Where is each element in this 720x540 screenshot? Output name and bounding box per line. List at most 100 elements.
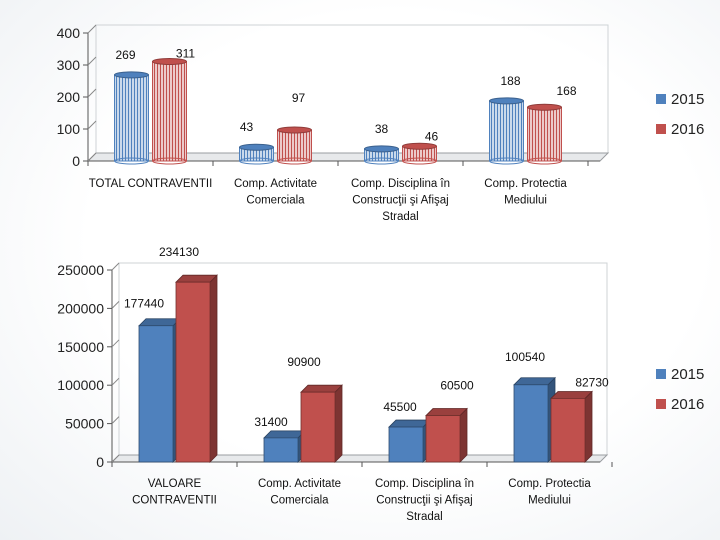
bar-base [527, 157, 562, 165]
y-tick-label: 400 [57, 25, 81, 41]
data-label-2015: 45500 [383, 400, 417, 414]
y-gridline-diag [111, 377, 120, 386]
bar-top [175, 274, 218, 283]
category-label-line: Comp. Disciplina în [351, 178, 450, 190]
bar-top [425, 408, 468, 416]
data-label-2015: 43 [240, 120, 254, 134]
bar-top [138, 318, 181, 327]
y-tick-label: 300 [57, 57, 81, 73]
data-label-2015: 100540 [505, 350, 545, 364]
bar-2016-3 [402, 142, 437, 165]
y-gridline-diag [111, 301, 120, 309]
legend-label-2016: 2016 [671, 396, 704, 413]
y-tick-label: 100 [57, 121, 81, 137]
bar-top [263, 430, 306, 439]
bar-cap [527, 103, 562, 111]
bar-cap [114, 71, 149, 79]
data-label-2016: 97 [292, 91, 306, 105]
data-label-2015: 31400 [254, 415, 288, 429]
bar-top [388, 419, 431, 428]
bar-2015-2 [263, 429, 306, 463]
bar-2016-3 [425, 407, 468, 463]
bar-cap [239, 143, 274, 151]
bar-2015-1 [114, 71, 149, 165]
bar-2015-3 [364, 145, 399, 165]
bar-base [239, 157, 274, 165]
data-label-2015: 177440 [124, 297, 164, 311]
data-label-2016: 234130 [159, 245, 199, 259]
y-gridline-diag [111, 262, 120, 271]
bar-cap [277, 126, 312, 134]
bar-base [277, 157, 312, 165]
y-gridline-diag [87, 88, 97, 98]
y-tick-label: 0 [72, 153, 80, 169]
bar-base [489, 157, 524, 165]
category-label: Comp. Activitate Comerciala [258, 478, 341, 507]
y-gridline-diag [87, 120, 97, 130]
category-label-line: Comp. Protectia [484, 178, 567, 190]
category-label-line: Comerciala [270, 495, 329, 507]
category-label: Comp. Disciplina în Construcţii şi Afişaj… [375, 478, 474, 523]
category-label-line: TOTAL CONTRAVENTII [89, 178, 213, 190]
category-label-line: Comp. Disciplina în [375, 478, 474, 490]
category-label-line: CONTRAVENTII [132, 495, 217, 507]
data-label-2015: 269 [115, 48, 135, 62]
legend-swatch-2016 [656, 124, 666, 134]
category-label-line: Construcţii şi Afişaj [376, 495, 473, 507]
bar-2016-4 [527, 103, 562, 165]
bar-2016-1 [175, 274, 218, 463]
bar-2016-4 [550, 390, 593, 463]
category-label: Comp. Disciplina în Construcţii şi Afişaj… [351, 178, 450, 223]
legend-label-2016: 2016 [671, 121, 704, 138]
bar-front [513, 384, 549, 463]
data-label-2016: 90900 [287, 355, 321, 369]
bar-front [425, 415, 461, 463]
bar-2015-2 [239, 143, 274, 165]
y-tick-label: 200 [57, 89, 81, 105]
category-label: TOTAL CONTRAVENTII [89, 178, 213, 190]
y-tick-label: 200000 [57, 300, 104, 316]
data-label-2015: 188 [500, 74, 520, 88]
data-label-2016: 82730 [575, 375, 609, 389]
data-label-2016: 46 [425, 129, 439, 143]
bar-front [550, 398, 586, 463]
chart-1: 0 100 200 300 400 269 311 TOTAL CONTRAVENTII 43 9… [57, 24, 704, 223]
category-label-line: Mediului [528, 495, 571, 507]
bar-cap [402, 142, 437, 150]
bar-2015-1 [138, 317, 181, 463]
bar-front [263, 437, 299, 463]
bar-base [402, 157, 437, 165]
category-label-line: Comp. Protectia [508, 478, 591, 490]
y-gridline-diag [111, 454, 120, 463]
data-label-2016: 60500 [440, 379, 474, 393]
legend-swatch-2015 [656, 369, 666, 379]
bar-base [364, 157, 399, 165]
category-label-line: Stradal [382, 211, 418, 223]
category-label-line: Comp. Activitate [258, 478, 341, 490]
bar-side [459, 407, 468, 463]
bar-side [209, 274, 218, 463]
data-label-2016: 311 [176, 46, 195, 60]
category-label-line: Comp. Activitate [234, 178, 317, 190]
bar-front [175, 281, 211, 463]
bar-side [334, 384, 343, 463]
category-label-line: Construcţii şi Afişaj [352, 195, 449, 207]
legend-label-2015: 2015 [671, 366, 704, 383]
bar-front [138, 325, 174, 463]
y-gridline-diag [111, 339, 120, 348]
bar-2015-3 [388, 419, 431, 463]
bar-2015-4 [489, 97, 524, 165]
category-label: Comp. Activitate Comerciala [234, 178, 317, 207]
y-tick-label: 150000 [57, 339, 104, 355]
y-tick-label: 250000 [57, 262, 104, 278]
y-tick-label: 100000 [57, 377, 104, 393]
legend-swatch-2016 [656, 399, 666, 409]
bar-cap [489, 97, 524, 105]
data-label-2015: 38 [375, 122, 389, 136]
y-gridline-diag [87, 152, 97, 162]
chart-2: 0 50000 100000 150000 200000 250000 177440 2341… [57, 245, 704, 523]
y-gridline-diag [87, 24, 97, 34]
category-label: Comp. Protectia Mediului [484, 178, 567, 207]
legend-label-2015: 2015 [671, 91, 704, 108]
